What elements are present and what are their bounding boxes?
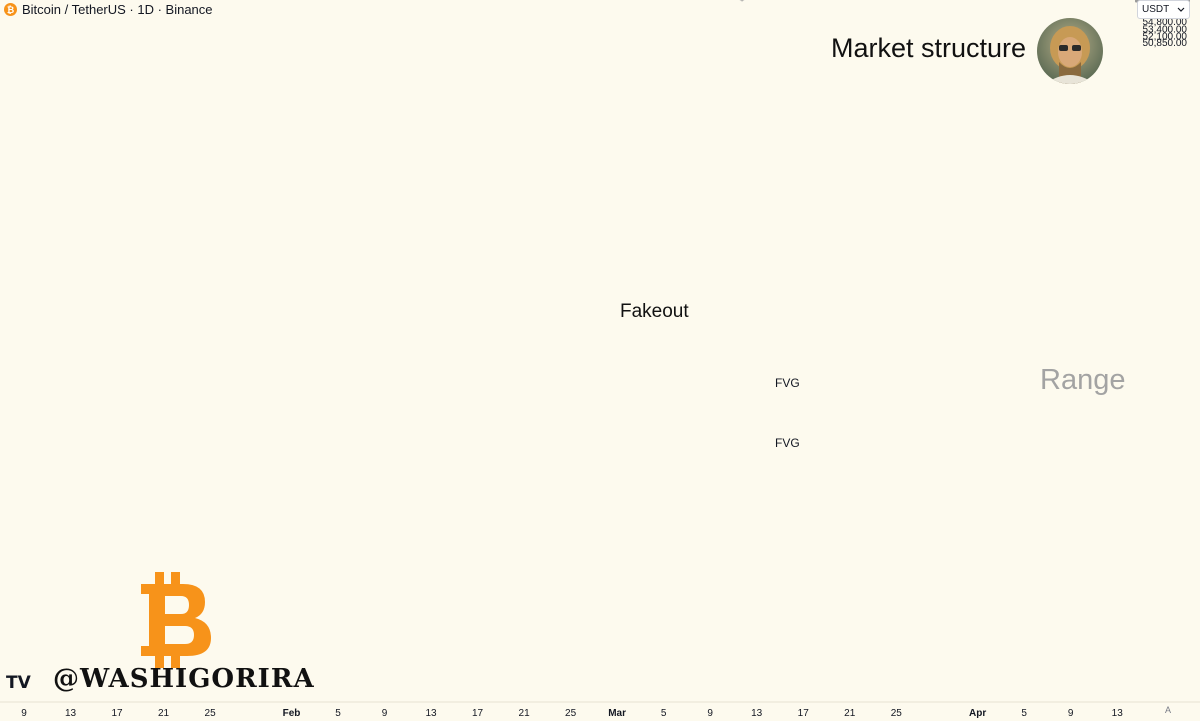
- time-tick-label: 17: [111, 708, 123, 719]
- price-tick-label: 53,400.00: [1143, 24, 1188, 35]
- bitcoin-coin-icon: ₿: [4, 3, 17, 16]
- tradingview-logo: TV: [6, 673, 31, 693]
- time-tick-label: 13: [65, 708, 77, 719]
- auto-scale-button[interactable]: A: [1164, 705, 1171, 715]
- bitcoin-logo: [135, 570, 215, 675]
- time-tick-label: 5: [1021, 708, 1027, 719]
- time-tick-label: 25: [565, 708, 577, 719]
- fvg-label-bottom: FVG: [775, 436, 800, 450]
- time-tick-label: 9: [382, 708, 388, 719]
- time-tick-label: 17: [798, 708, 810, 719]
- currency-select[interactable]: USDT: [1137, 0, 1190, 19]
- price-tick-label: 52,100.00: [1143, 31, 1188, 42]
- fakeout-label: Fakeout: [620, 301, 689, 322]
- author-avatar: [1037, 18, 1103, 84]
- time-tick-label: 5: [335, 708, 341, 719]
- headline-text: Market structure: [831, 33, 1027, 63]
- price-tick-label: 54,800.00: [1143, 17, 1188, 28]
- range-label: Range: [1040, 364, 1126, 396]
- currency-select-value: USDT: [1142, 4, 1170, 15]
- time-tick-label: Feb: [283, 708, 301, 719]
- time-tick-label: Mar: [608, 708, 626, 719]
- price-tick-label: 50,850.00: [1143, 38, 1188, 49]
- chevron-down-icon: [1177, 7, 1185, 12]
- author-handle: @WASHIGORIRA: [53, 664, 315, 694]
- symbol-header[interactable]: ₿ Bitcoin / TetherUS · 1D · Binance: [4, 2, 213, 17]
- time-tick-label: 13: [751, 708, 763, 719]
- symbol-title: Bitcoin / TetherUS · 1D · Binance: [22, 2, 213, 17]
- time-tick-label: 21: [158, 708, 170, 719]
- time-tick-label: 9: [1068, 708, 1074, 719]
- time-tick-label: 21: [519, 708, 531, 719]
- time-tick-label: 13: [425, 708, 437, 719]
- time-tick-label: 25: [891, 708, 903, 719]
- time-tick-label: Apr: [969, 708, 986, 719]
- fvg-label-top: FVG: [775, 376, 800, 390]
- time-tick-label: 13: [1112, 708, 1124, 719]
- time-tick-label: 9: [21, 708, 27, 719]
- price-axis[interactable]: [1132, 0, 1200, 721]
- time-tick-label: 5: [661, 708, 667, 719]
- time-tick-label: 25: [205, 708, 217, 719]
- time-tick-label: 9: [707, 708, 713, 719]
- time-tick-label: 17: [472, 708, 484, 719]
- liquidity-bottom-marker: $: [738, 0, 746, 3]
- time-tick-label: 21: [844, 708, 856, 719]
